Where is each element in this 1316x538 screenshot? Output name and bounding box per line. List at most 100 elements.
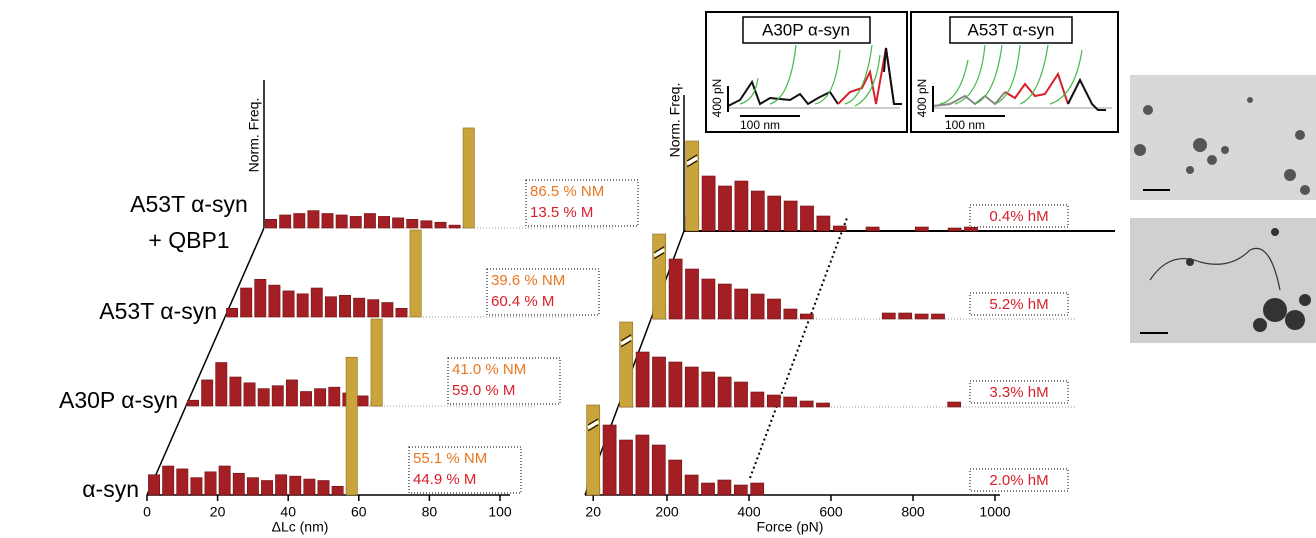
fibril (1149, 247, 1281, 291)
annotation: 86.5 % NM (530, 183, 604, 200)
bar (289, 475, 302, 496)
bar (767, 298, 781, 320)
peak-bar (370, 318, 383, 407)
y-axis-label: Norm. Freq. (246, 98, 262, 173)
length-scale: 100 nm (945, 118, 985, 132)
x-tick-label: 1000 (979, 504, 1010, 520)
inset-title: A30P α-syn (762, 20, 850, 39)
force-scale: 400 pN (710, 79, 724, 118)
bar (947, 401, 962, 408)
bar (349, 216, 362, 229)
bar (321, 213, 334, 229)
bar (619, 439, 633, 496)
bar (162, 465, 175, 496)
inset-a30p: A30P α-syn 400 pN 100 nm (705, 11, 908, 133)
x-tick-label: 100 (488, 504, 512, 520)
row-label: A53T α-syn (99, 298, 217, 324)
x-tick-label: 20 (210, 504, 226, 520)
axis-break (653, 252, 665, 260)
bar (701, 482, 715, 496)
bar (800, 205, 814, 232)
bar (701, 278, 716, 320)
x-tick-label: 20 (585, 504, 601, 520)
bar (261, 480, 273, 496)
bar (832, 225, 847, 232)
bar (201, 379, 214, 407)
bar (602, 424, 617, 496)
bar (406, 219, 419, 229)
length-scale: 100 nm (740, 118, 780, 132)
annotation-box (969, 204, 1069, 228)
annotation-box (969, 380, 1069, 404)
bar (717, 376, 732, 408)
bar (684, 366, 699, 408)
bar (717, 283, 732, 320)
fit-curve (939, 44, 1083, 105)
row-label: A53T α-syn (130, 191, 248, 217)
bar (204, 471, 217, 496)
bar (307, 210, 320, 229)
bar (914, 226, 929, 232)
x-tick-label: 600 (819, 504, 843, 520)
bar (964, 226, 978, 232)
bar (750, 391, 765, 408)
axis-break (686, 156, 698, 166)
annotation: 55.1 % NM (413, 450, 487, 467)
axis-break (587, 420, 599, 430)
row-label: A30P α-syn (59, 387, 178, 413)
bar (734, 288, 749, 320)
bar (668, 459, 683, 496)
annotation: 2.0% hM (989, 472, 1048, 489)
bar (718, 185, 732, 232)
inset-title-frame (742, 16, 871, 44)
bar (148, 474, 161, 496)
x-axis-label: Force (pN) (757, 519, 824, 535)
bar (310, 287, 323, 318)
axis-break (686, 160, 698, 168)
bar (395, 307, 408, 318)
bar (381, 302, 394, 318)
bar (947, 227, 962, 232)
y-axis-label: Norm. Freq. (667, 83, 683, 158)
bar (353, 297, 366, 318)
bar (246, 477, 259, 496)
bar (750, 190, 765, 232)
bar (324, 296, 337, 318)
bar (392, 217, 405, 229)
bar (816, 402, 830, 408)
bar (378, 216, 390, 229)
bar (285, 379, 298, 407)
bar (734, 180, 749, 232)
bar (668, 361, 683, 408)
bar (420, 220, 433, 229)
peak-bar (345, 356, 358, 496)
annotation: 60.4 % M (491, 293, 554, 310)
aggregates (1186, 228, 1311, 332)
bar (335, 214, 348, 229)
inset-title-frame (949, 16, 1073, 44)
annotation-box (969, 292, 1069, 316)
annotation-box (408, 446, 522, 494)
bar (799, 313, 814, 320)
bar (881, 312, 896, 320)
hm-threshold-line (749, 217, 848, 479)
inset-a53t: A53T α-syn 400 pN 100 nm (910, 11, 1119, 133)
bar (783, 396, 798, 408)
row-label: α-syn (82, 476, 139, 502)
bar (339, 294, 351, 318)
bar (279, 214, 292, 229)
x-tick-label: 800 (901, 504, 925, 520)
annotation-box (969, 468, 1069, 492)
bar (701, 371, 716, 408)
bar (914, 313, 929, 320)
x-tick-label: 200 (655, 504, 679, 520)
axis-break (587, 424, 599, 432)
bar (448, 224, 461, 229)
bar (254, 278, 267, 318)
bar (651, 444, 666, 496)
annotation: 0.4% hM (989, 208, 1048, 225)
bar (271, 385, 284, 407)
depth-axis (146, 227, 265, 496)
bar (303, 478, 316, 496)
